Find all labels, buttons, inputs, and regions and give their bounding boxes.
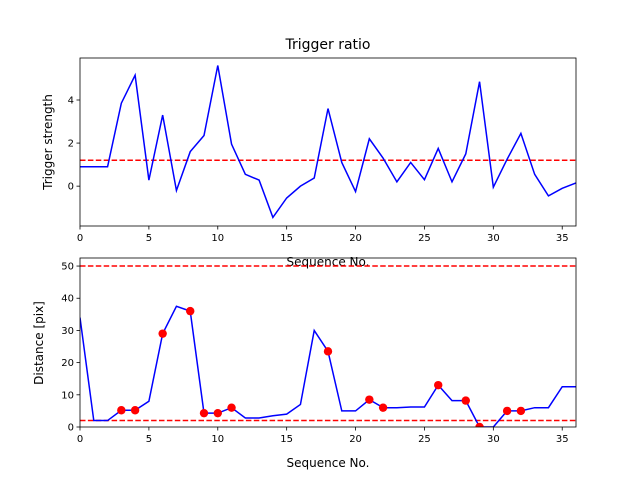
bottom-chart-y-axis-label: Distance [pix] (32, 301, 46, 385)
bottom-chart-y-tick-label: 20 (61, 358, 74, 369)
bottom-chart-marker-point (461, 396, 470, 405)
top-chart-x-tick-label: 5 (146, 233, 152, 244)
top-chart-y-tick-label: 4 (68, 96, 74, 107)
bottom-chart-marker-point (323, 347, 333, 356)
bottom-chart-marker-point (227, 403, 236, 412)
top-chart-x-tick-label: 20 (349, 233, 362, 244)
top-chart-x-tick-label: 30 (487, 233, 500, 244)
bottom-chart-x-tick-label: 10 (211, 434, 224, 445)
bottom-chart-marker-point (475, 422, 484, 427)
bottom-chart-marker-point (199, 408, 209, 418)
bottom-chart-x-tick-label: 5 (146, 434, 152, 445)
top-chart-title: Trigger ratio (284, 37, 370, 53)
bottom-chart-marker-point (434, 380, 443, 390)
top-chart-plot-area: 0 5 10 15 20 25 30 35 0 2 4 (68, 57, 577, 244)
bottom-chart-y-tick-label: 30 (61, 326, 74, 337)
top-chart-series-line-0 (80, 65, 576, 219)
bottom-chart-x-axis-label: Sequence No. (287, 456, 370, 470)
bottom-chart-marker-point (186, 306, 195, 316)
bottom-chart-marker-point (158, 329, 167, 338)
bottom-chart-x-tick-label: 15 (280, 434, 293, 445)
top-chart-y-axis-label: Trigger strength (41, 94, 55, 191)
top-chart-y-tick-label: 0 (68, 182, 74, 193)
bottom-chart-marker-point (378, 403, 388, 412)
top-chart-x-tick-label: 10 (211, 233, 224, 244)
bottom-chart-x-tick-label: 25 (418, 434, 431, 445)
bottom-chart-marker-point (365, 395, 374, 404)
bottom-chart-marker-point (502, 406, 512, 416)
trigger-ratio-chart: Trigger ratio 0 5 10 15 20 25 30 35 0 2 4 Sequence… (41, 37, 577, 269)
bottom-chart-marker-point (117, 406, 126, 415)
bottom-chart-y-tick-label: 10 (61, 390, 74, 401)
top-chart-x-tick-label: 25 (418, 233, 431, 244)
bottom-chart-x-tick-label: 30 (487, 434, 500, 445)
bottom-chart-marker-point (516, 406, 526, 416)
bottom-chart-x-tick-label: 20 (349, 434, 362, 445)
top-chart-y-tick-label: 2 (68, 139, 74, 150)
bottom-chart-axes-frame (79, 257, 577, 428)
bottom-chart-plot-area: 0 5 10 15 20 25 30 35 0 10 20 30 40 50 (61, 257, 577, 445)
distance-chart: 0 5 10 15 20 25 30 35 0 10 20 30 40 50 Sequence No. D… (32, 257, 577, 470)
top-chart-x-axis-label: Sequence No. (287, 255, 370, 269)
bottom-chart-marker-point (130, 406, 140, 415)
bottom-chart-x-tick-label: 0 (77, 434, 83, 445)
bottom-chart-y-tick-label: 0 (68, 423, 74, 434)
bottom-chart-y-tick-label: 40 (61, 294, 74, 305)
top-chart-x-tick-label: 0 (77, 233, 83, 244)
top-chart-axes-frame (79, 57, 577, 227)
top-chart-x-tick-label: 15 (280, 233, 293, 244)
bottom-chart-marker-point (213, 408, 222, 418)
top-chart-x-tick-label: 35 (556, 233, 569, 244)
bottom-chart-y-tick-label: 50 (61, 262, 74, 273)
bottom-chart-x-tick-label: 35 (556, 434, 569, 445)
